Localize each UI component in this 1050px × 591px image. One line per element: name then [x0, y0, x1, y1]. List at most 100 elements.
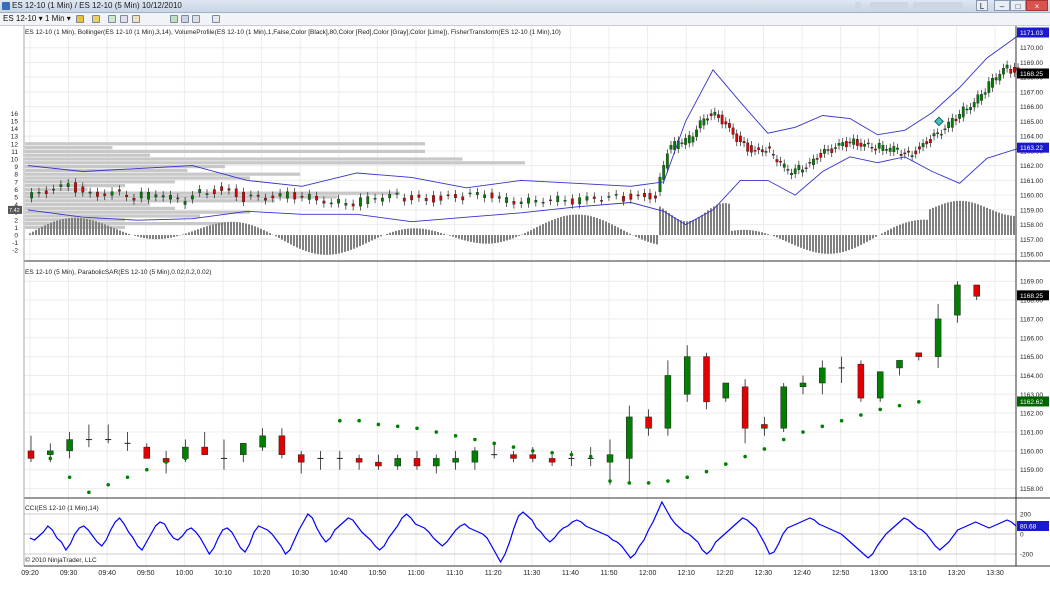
fisher-bar [332, 235, 334, 255]
candle-body [786, 169, 790, 171]
fisher-bar [308, 235, 310, 253]
candle-body [30, 192, 34, 199]
fisher-bar [518, 235, 520, 236]
fisher-bar [380, 235, 382, 237]
fisher-bar [38, 228, 40, 235]
candle-body [866, 142, 870, 145]
bar-type-icon[interactable] [76, 15, 84, 23]
fisher-bar [68, 218, 70, 235]
blurred-text [870, 2, 908, 9]
time-label: 12:10 [677, 570, 695, 577]
fisher-bar [554, 218, 556, 235]
sar-dot [627, 481, 632, 485]
fisher-bar [794, 235, 796, 246]
fisher-bar [182, 234, 184, 235]
crosshair-icon[interactable] [108, 15, 116, 23]
fisher-bar [578, 214, 580, 235]
interval-selector[interactable]: 1 Min ▾ [45, 14, 71, 24]
bb-upper-tag: 1171.03 [1020, 30, 1043, 37]
candle-body [684, 138, 688, 145]
close-button[interactable]: × [1026, 0, 1048, 11]
candle-body [742, 141, 746, 144]
sar-dot [762, 447, 767, 451]
fisher-bar [896, 225, 898, 235]
candle-body [855, 139, 859, 146]
fisher-bar [209, 225, 211, 235]
data-box-icon[interactable] [181, 15, 189, 23]
candle-body [81, 186, 85, 193]
fisher-bar [875, 235, 877, 237]
sar-dot [145, 467, 149, 472]
candle-body [969, 107, 972, 111]
time-label: 09:30 [60, 570, 78, 577]
fisher-bar [1007, 215, 1009, 235]
fisher-bar [62, 219, 64, 235]
fisher-bar [851, 235, 853, 250]
time-label: 09:40 [98, 570, 116, 577]
candle-body [337, 198, 340, 204]
candle-body [366, 196, 370, 204]
instrument-selector[interactable]: ES 12-10 ▾ [3, 14, 43, 24]
fisher-bar [863, 235, 865, 244]
time-label: 12:30 [755, 570, 773, 577]
fisher-bar [839, 235, 841, 253]
scroll-icon[interactable] [132, 15, 140, 23]
properties-icon[interactable] [192, 15, 200, 23]
fisher-bar [572, 214, 574, 235]
cci-axis-label: 0 [1020, 532, 1024, 539]
indicators-icon[interactable] [212, 15, 220, 23]
sar-dot [357, 418, 361, 423]
bb-lower-tag: 1163.22 [1020, 145, 1043, 152]
price-axis-label: 1158.00 [1020, 222, 1043, 229]
candle-body [998, 74, 1002, 81]
fisher-bar [395, 230, 397, 235]
fisher-bar [665, 210, 667, 235]
maximize-button[interactable]: □ [1010, 0, 1026, 11]
fisher-bar [779, 235, 781, 239]
cci-axis-label: 200 [1020, 512, 1031, 519]
fisher-bar [167, 235, 169, 239]
minimize-button[interactable]: – [994, 0, 1010, 11]
candle-body [278, 435, 286, 455]
fisher-bar [269, 233, 271, 235]
cci-axis-label: -200 [1020, 552, 1033, 559]
fisher-bar [329, 235, 331, 255]
candle-body [96, 191, 99, 197]
strategy-icon[interactable] [170, 15, 178, 23]
chart-toolbar: ES 12-10 ▾ 1 Min ▾ [0, 13, 1050, 26]
fisher-bar [137, 235, 139, 237]
fisher-axis-label: 7 [14, 179, 18, 186]
candle-body [826, 149, 830, 151]
fisher-bar [296, 235, 298, 248]
candle-body [497, 196, 501, 199]
fisher-bar [587, 215, 589, 235]
interval-value: 1 Min [45, 14, 65, 23]
fisher-bar [413, 228, 415, 235]
candle-body [665, 153, 669, 169]
fisher-bar [617, 227, 619, 235]
fisher-bar [524, 233, 526, 235]
fisher-bar [284, 235, 286, 242]
candle-body [249, 194, 253, 197]
candle-body [885, 149, 888, 151]
fisher-bar [401, 229, 403, 235]
fisher-bar [671, 215, 673, 235]
link-button[interactable]: L [976, 0, 988, 11]
candle-body [753, 150, 757, 152]
fisher-bar [467, 235, 469, 242]
zoom-icon[interactable] [120, 15, 128, 23]
volume-profile-bar [25, 191, 400, 195]
candle-body [143, 446, 151, 459]
fisher-bar [656, 235, 658, 245]
fisher-bar [962, 200, 964, 235]
candle-body [837, 143, 841, 146]
chart-area[interactable]: 09:20 09:30 09:40 09:50 10:00 10:10 10:20 10:30… [0, 26, 1050, 591]
pencil-icon[interactable] [92, 15, 100, 23]
candle-body [66, 183, 70, 187]
candle-body [760, 149, 764, 153]
fisher-bar [677, 219, 679, 235]
candle-body [709, 113, 713, 117]
candle-body [607, 196, 611, 198]
fisher-bar [86, 218, 88, 235]
fisher-bar [845, 235, 847, 252]
